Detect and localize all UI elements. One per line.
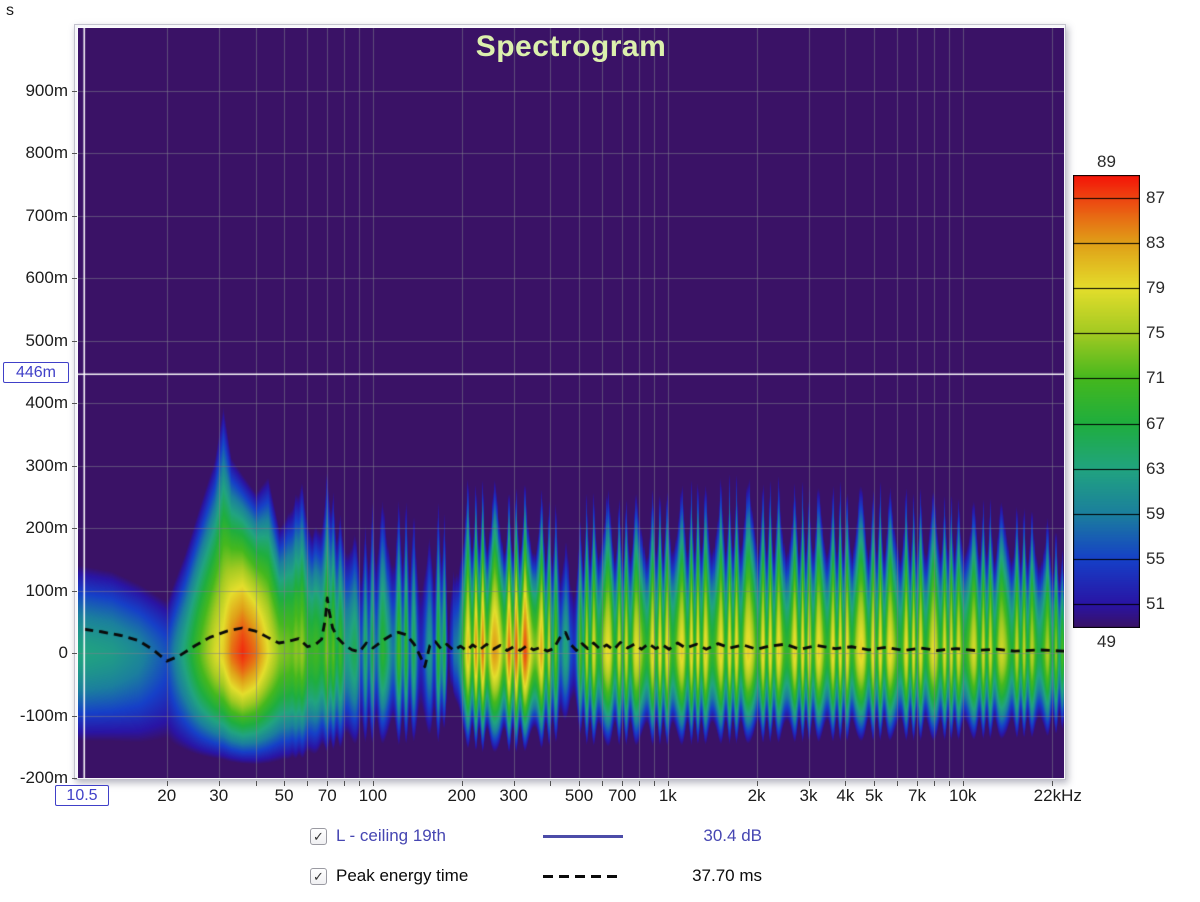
x-tick-label: 70 <box>317 786 337 805</box>
colorbar-tick-label: 51 <box>1146 594 1165 614</box>
x-tick-mark <box>949 781 950 786</box>
x-tick-mark <box>654 781 655 786</box>
colorbar-tick-label: 55 <box>1146 549 1165 569</box>
y-tick-label: 700m <box>25 205 68 225</box>
x-tick-mark <box>579 781 580 786</box>
x-tick-label: 30 <box>209 786 229 805</box>
y-tick-mark <box>72 216 77 217</box>
x-tick-mark <box>602 781 603 786</box>
x-tick-mark <box>1052 781 1053 786</box>
x-tick-mark <box>359 781 360 786</box>
x-tick-label: 22kHz <box>1033 786 1082 805</box>
y-tick-label: 300m <box>25 455 68 475</box>
y-tick-mark <box>72 403 77 404</box>
x-tick-mark <box>462 781 463 786</box>
x-tick-mark <box>550 781 551 786</box>
solid-line-sample-icon <box>543 835 623 838</box>
x-tick-label: 7k <box>908 786 927 805</box>
legend: ✓ L - ceiling 19th 30.4 dB ✓ Peak energy… <box>300 822 900 902</box>
x-tick-mark <box>963 781 964 786</box>
colorbar-tick-label: 75 <box>1146 323 1165 343</box>
y-tick-label: -100m <box>19 705 68 725</box>
y-tick-label: 900m <box>25 80 68 100</box>
x-tick-mark <box>639 781 640 786</box>
legend-label-peak-energy: Peak energy time <box>336 866 469 885</box>
x-tick-mark <box>373 781 374 786</box>
x-tick-mark <box>934 781 935 786</box>
checkbox-l-ceiling[interactable]: ✓ <box>310 828 327 845</box>
y-tick-label: 400m <box>25 393 68 412</box>
y-tick-mark <box>72 91 77 92</box>
x-tick-mark <box>845 781 846 786</box>
checkbox-peak-energy[interactable]: ✓ <box>310 868 327 885</box>
x-tick-label: 10k <box>949 786 977 805</box>
x-tick-label: 500 <box>564 786 594 805</box>
legend-row-ceiling: ✓ L - ceiling 19th 30.4 dB <box>300 822 900 862</box>
y-tick-label: 200m <box>25 518 68 537</box>
x-tick-label: 100 <box>358 786 388 805</box>
y-tick-label: 600m <box>25 268 68 287</box>
y-tick-mark <box>72 716 77 717</box>
x-cursor-marker[interactable]: 10.5 <box>55 785 109 806</box>
legend-label-l-ceiling: L - ceiling 19th <box>336 826 446 845</box>
y-tick-label: 0 <box>58 643 68 662</box>
legend-value-peak-energy: 37.70 ms <box>692 866 762 885</box>
y-tick-mark <box>72 653 77 654</box>
x-tick-mark <box>809 781 810 786</box>
x-tick-mark <box>514 781 515 786</box>
colorbar-min-label: 49 <box>1097 632 1116 651</box>
x-tick-mark <box>284 781 285 786</box>
colorbar-max-label: 89 <box>1097 152 1116 171</box>
y-tick-mark <box>72 591 77 592</box>
legend-value-l-ceiling: 30.4 dB <box>703 826 762 845</box>
x-tick-mark <box>668 781 669 786</box>
y-tick-label: 800m <box>25 143 68 162</box>
x-tick-mark <box>874 781 875 786</box>
x-tick-mark <box>622 781 623 786</box>
x-tick-label: 20 <box>157 786 177 805</box>
x-tick-mark <box>307 781 308 786</box>
x-tick-label: 1k <box>658 786 677 805</box>
colorbar-tick-label: 83 <box>1146 232 1165 252</box>
y-cursor-marker[interactable]: 446m <box>3 362 69 383</box>
x-tick-label: 200 <box>447 786 476 805</box>
colorbar-tick-label: 79 <box>1146 278 1165 297</box>
colorbar-tick-label: 63 <box>1146 458 1165 478</box>
x-tick-label: 5k <box>864 786 883 805</box>
x-tick-label: 4k <box>836 786 855 805</box>
x-tick-mark <box>757 781 758 786</box>
x-tick-mark <box>917 781 918 786</box>
y-tick-mark <box>72 341 77 342</box>
colorbar-tick-label: 71 <box>1146 368 1165 388</box>
y-tick-mark <box>72 528 77 529</box>
x-tick-label: 300 <box>499 786 528 805</box>
x-tick-label: 3k <box>799 786 818 805</box>
legend-row-peak-energy: ✓ Peak energy time 37.70 ms <box>300 862 900 902</box>
y-tick-label: 100m <box>25 580 68 600</box>
x-tick-mark <box>344 781 345 786</box>
x-tick-mark <box>167 781 168 786</box>
y-tick-mark <box>72 153 77 154</box>
colorbar-scale <box>1073 175 1140 628</box>
x-tick-mark <box>256 781 257 786</box>
y-tick-mark <box>72 278 77 279</box>
y-axis-unit: s <box>6 2 14 19</box>
y-tick-mark <box>72 778 77 779</box>
x-tick-mark <box>897 781 898 786</box>
x-tick-label: 700 <box>607 786 637 805</box>
dashed-line-sample-icon <box>543 875 623 878</box>
colorbar-tick-label: 87 <box>1146 187 1165 207</box>
x-tick-label: 50 <box>274 786 294 805</box>
colorbar-tick-label: 67 <box>1146 413 1165 433</box>
y-tick-mark <box>72 466 77 467</box>
x-tick-mark <box>327 781 328 786</box>
spectrogram-plot[interactable] <box>78 28 1064 778</box>
colorbar-tick-label: 59 <box>1146 504 1165 523</box>
y-tick-label: 500m <box>25 330 68 350</box>
y-tick-label: -200m <box>19 768 68 787</box>
x-tick-mark <box>219 781 220 786</box>
x-tick-label: 2k <box>747 786 766 805</box>
